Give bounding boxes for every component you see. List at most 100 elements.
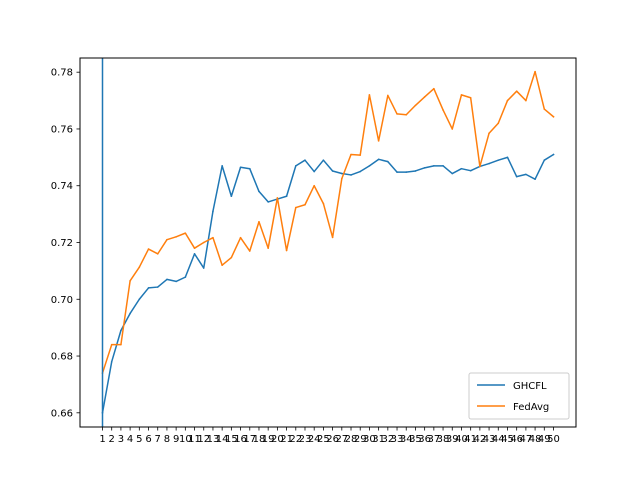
y-tick-label: 0.78 [51, 68, 73, 79]
x-tick-label: 4 [127, 434, 133, 445]
y-axis: 0.66 0.68 0.70 0.72 0.74 0.76 0.78 [51, 68, 80, 419]
x-tick-label: 36 [418, 434, 431, 445]
data-point-fedavg [322, 202, 325, 205]
data-point-fedavg [479, 165, 481, 168]
y-tick-label: 0.68 [51, 352, 73, 363]
x-tick-label: 22 [289, 434, 302, 445]
data-point-ghcfl [488, 162, 490, 165]
data-point-ghcfl [304, 159, 306, 161]
data-point-ghcfl [202, 267, 205, 269]
x-tick-label: 34 [400, 434, 413, 445]
data-point-fedavg [304, 203, 306, 206]
series-line-fedavg [101, 70, 555, 375]
data-point-ghcfl [184, 276, 187, 278]
data-point-fedavg [331, 236, 334, 239]
data-point-fedavg [451, 128, 454, 130]
x-tick-label: 26 [326, 434, 339, 445]
data-point-ghcfl [469, 169, 472, 172]
x-tick-label: 18 [253, 434, 266, 445]
data-point-fedavg [359, 154, 362, 156]
x-tick-label: 10 [179, 434, 192, 445]
data-point-fedavg [460, 94, 463, 96]
data-point-ghcfl [294, 165, 297, 167]
x-tick-label: 40 [455, 434, 468, 445]
x-tick-label: 27 [335, 434, 348, 445]
data-point-ghcfl [405, 171, 408, 173]
series-layer [101, 70, 555, 414]
y-tick-label: 0.76 [51, 124, 73, 135]
x-tick-label: 48 [529, 434, 542, 445]
x-tick-label: 31 [372, 434, 385, 445]
legend: GHCFL FedAvg [468, 372, 570, 420]
data-point-ghcfl [442, 165, 444, 167]
x-tick-label: 20 [271, 434, 284, 445]
data-point-ghcfl [534, 178, 536, 180]
x-tick-label: 5 [136, 434, 142, 445]
data-point-fedavg [184, 232, 187, 234]
x-tick-label: 2 [109, 434, 115, 445]
data-point-ghcfl [267, 201, 269, 203]
data-point-ghcfl [129, 312, 131, 315]
x-tick-label: 30 [363, 434, 376, 445]
data-point-fedavg [534, 70, 536, 73]
data-point-fedavg [506, 99, 509, 102]
data-point-fedavg [368, 94, 371, 96]
data-point-fedavg [267, 247, 269, 249]
data-point-ghcfl [138, 298, 141, 301]
x-tick-label: 23 [299, 434, 312, 445]
x-tick-label: 43 [483, 434, 496, 445]
data-point-fedavg [239, 236, 242, 239]
data-point-fedavg [525, 99, 527, 102]
x-tick-label: 19 [262, 434, 275, 445]
x-tick-label: 16 [234, 434, 247, 445]
x-tick-label: 46 [510, 434, 523, 445]
x-tick-label: 14 [216, 434, 229, 445]
y-tick-label: 0.72 [51, 238, 73, 249]
data-point-fedavg [414, 104, 417, 107]
data-point-ghcfl [322, 159, 325, 161]
data-point-fedavg [543, 108, 546, 110]
data-point-ghcfl [331, 170, 334, 172]
x-tick-label: 44 [492, 434, 505, 445]
data-point-ghcfl [414, 170, 417, 172]
data-point-fedavg [258, 220, 260, 223]
data-point-fedavg [147, 248, 150, 250]
data-point-ghcfl [552, 153, 555, 156]
data-point-ghcfl [341, 172, 343, 175]
data-point-fedavg [285, 249, 288, 252]
data-point-ghcfl [396, 171, 398, 173]
data-point-ghcfl [368, 165, 371, 167]
x-tick-label: 29 [354, 434, 367, 445]
x-tick-label: 41 [464, 434, 477, 445]
data-point-ghcfl [350, 174, 352, 176]
data-point-ghcfl [460, 167, 463, 170]
data-point-fedavg [212, 236, 214, 239]
data-point-ghcfl [497, 159, 500, 161]
data-point-fedavg [248, 250, 251, 252]
x-tick-label: 33 [391, 434, 404, 445]
x-axis: 1 2 3 4 5 6 7 8 9 1011121314151617181920212223242… [99, 427, 560, 445]
data-point-ghcfl [120, 329, 122, 332]
x-tick-label: 11 [188, 434, 201, 445]
x-tick-label: 12 [197, 434, 210, 445]
x-tick-label: 15 [225, 434, 238, 445]
data-point-fedavg [405, 113, 408, 116]
data-point-fedavg [515, 90, 518, 93]
data-point-fedavg [230, 256, 233, 259]
y-tick-label: 0.70 [51, 295, 73, 306]
data-point-ghcfl [285, 195, 288, 198]
data-point-ghcfl [515, 175, 518, 178]
data-point-ghcfl [313, 170, 315, 173]
data-point-fedavg [193, 247, 196, 249]
x-tick-label: 49 [538, 434, 551, 445]
y-tick-label: 0.74 [51, 181, 73, 192]
data-point-fedavg [433, 87, 435, 90]
data-point-ghcfl [166, 278, 168, 281]
data-point-fedavg [469, 96, 472, 99]
x-tick-label: 6 [145, 434, 151, 445]
data-point-fedavg [387, 94, 389, 97]
legend-label-fedavg: FedAvg [513, 402, 549, 413]
data-point-fedavg [377, 140, 380, 142]
x-tick-label: 1 [99, 434, 105, 445]
data-point-fedavg [497, 122, 500, 125]
